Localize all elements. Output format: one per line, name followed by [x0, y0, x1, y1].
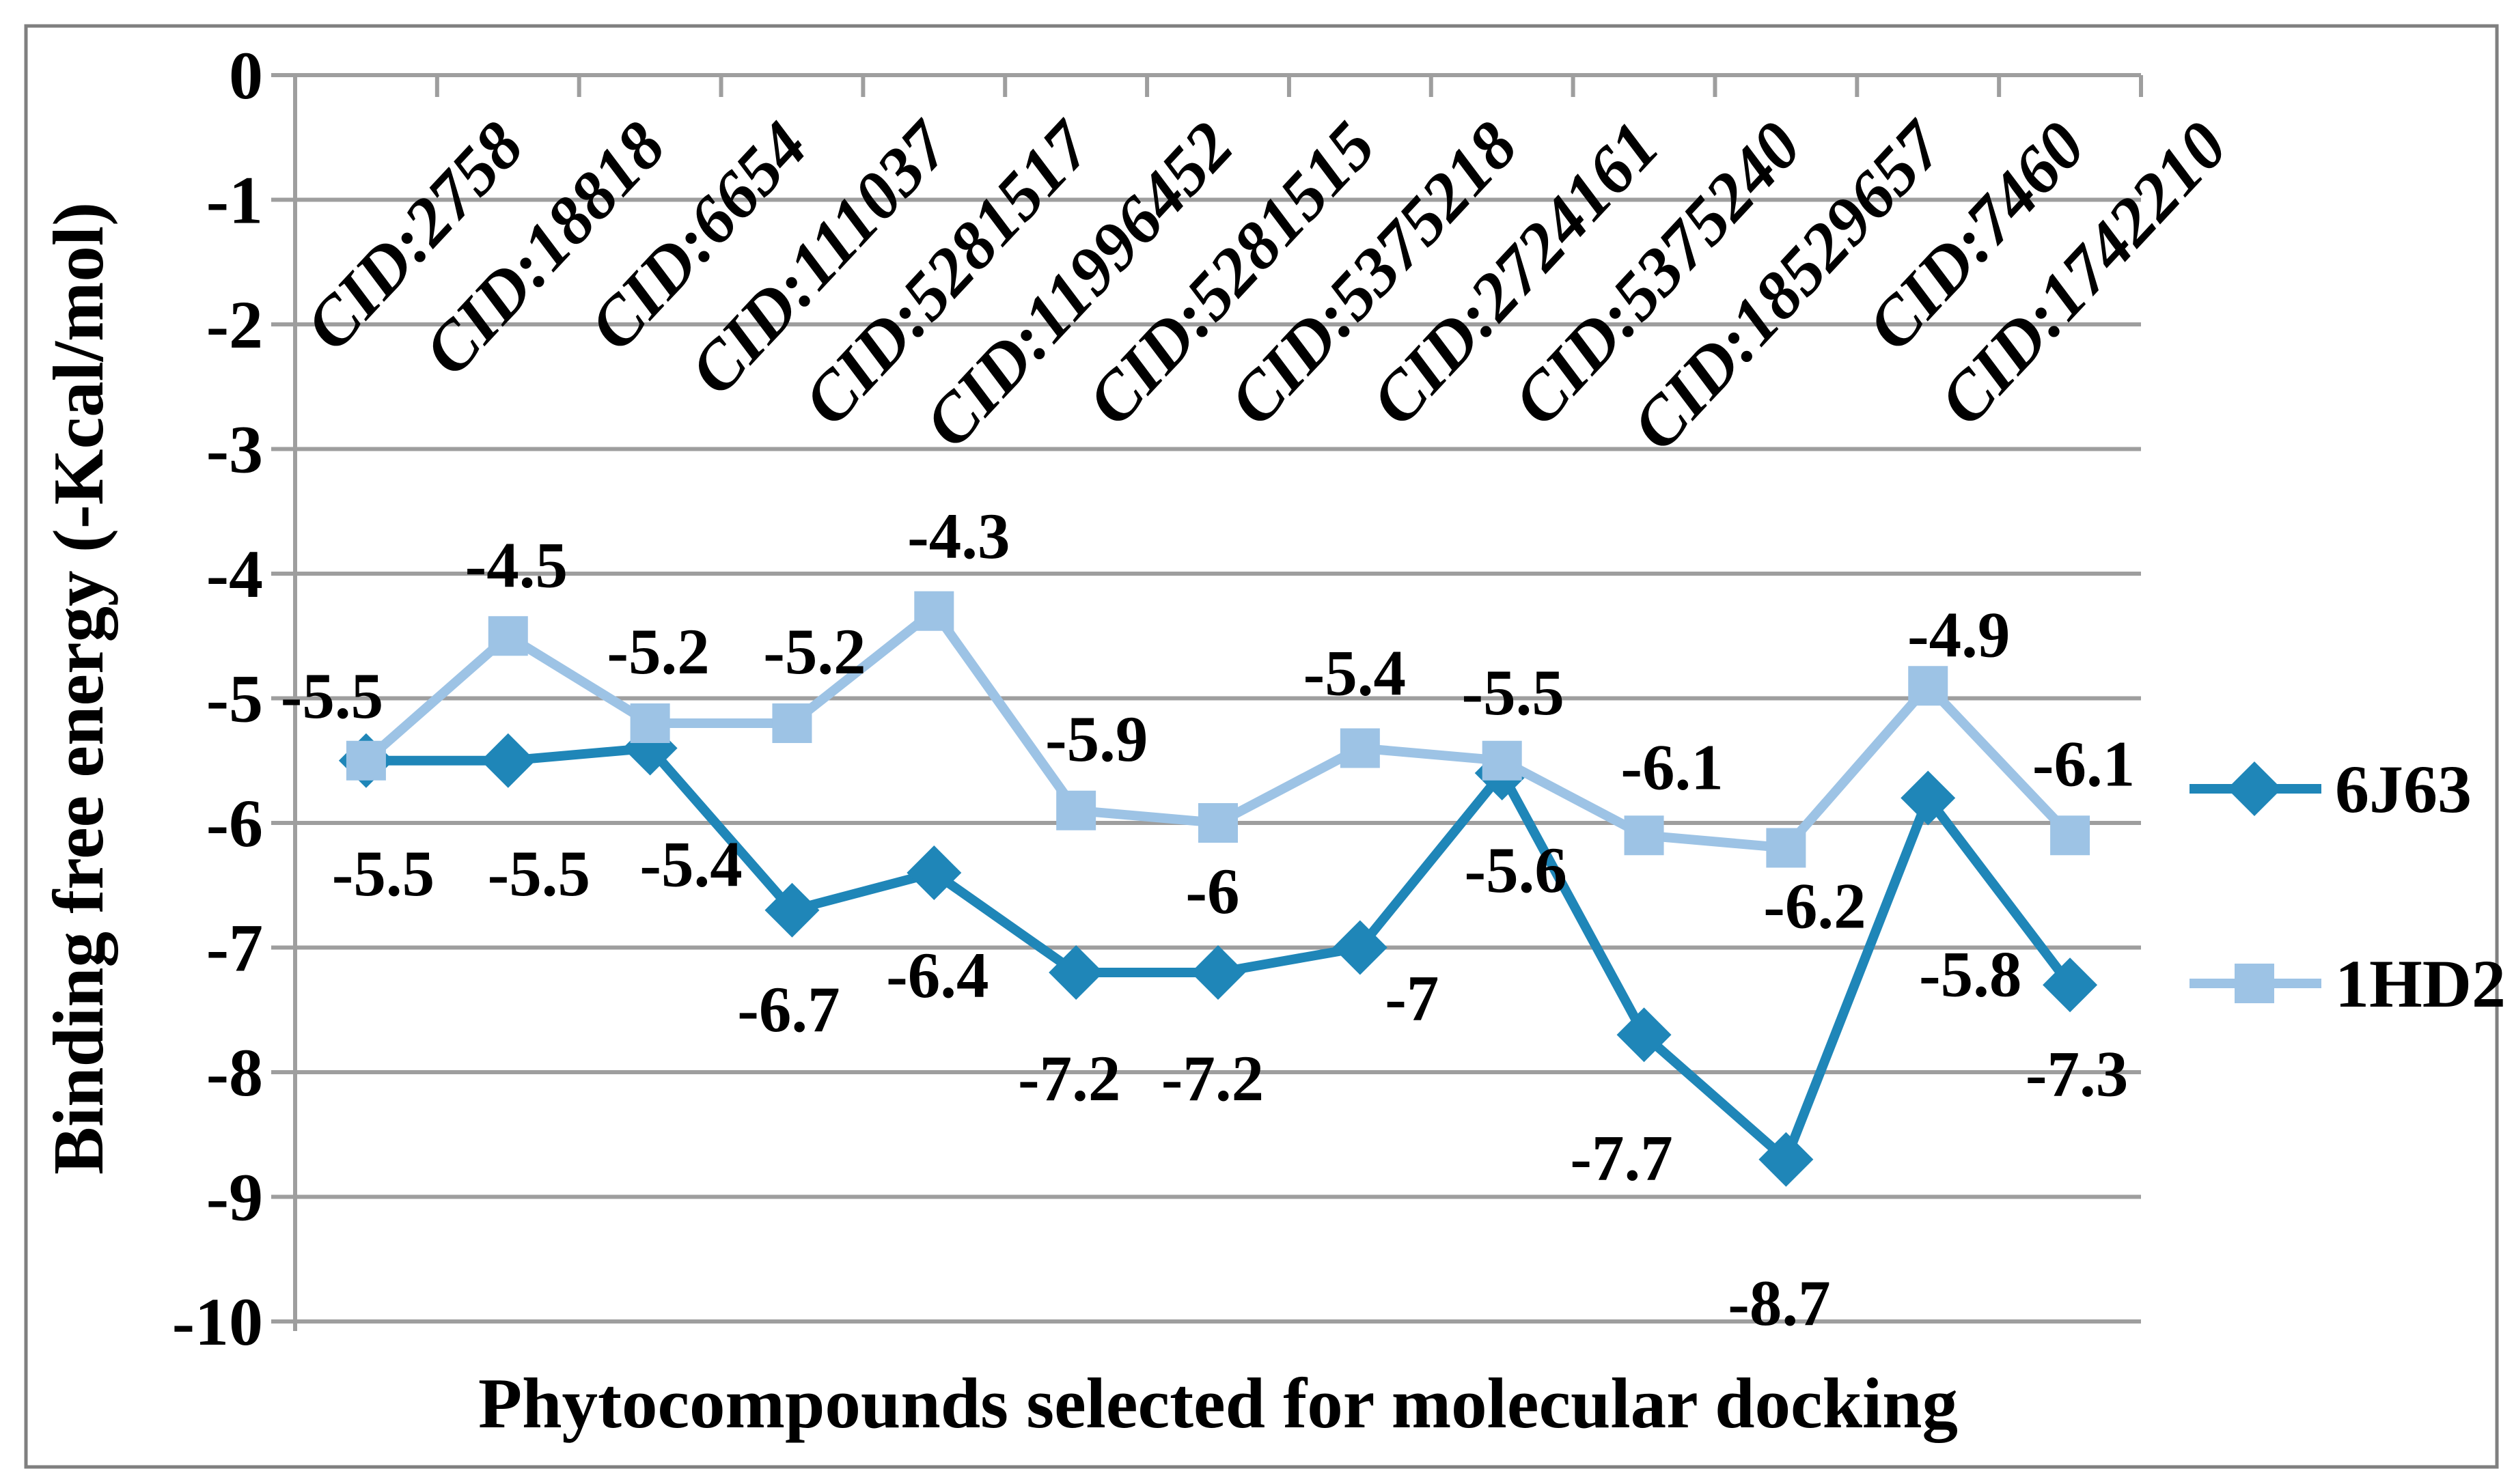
data-labels-6J63: -5.5 -5.5 -5.4 -6.7 -6.4 -7.2 -7.2 -7 -5.6 -7.7 -8…: [332, 828, 2129, 1339]
data-label: -7.2: [1018, 1042, 1120, 1115]
legend-square-marker: [2235, 964, 2274, 1003]
legend-item-6J63: 6J63: [2190, 751, 2472, 827]
legend-label: 1HD2: [2335, 946, 2506, 1022]
legend-item-1HD2: 1HD2: [2190, 946, 2506, 1022]
y-tick-label: -3: [206, 412, 263, 488]
x-axis-ticks: [293, 75, 2143, 97]
square-marker: [1056, 790, 1096, 830]
diamond-marker: [764, 882, 820, 938]
series-1HD2: [346, 591, 2090, 868]
diamond-marker: [1616, 1007, 1672, 1063]
data-label: -6.2: [1763, 870, 1866, 942]
data-label: -5.5: [1461, 656, 1564, 729]
data-label: -5.4: [639, 828, 742, 901]
legend-diamond-marker: [2227, 761, 2282, 816]
y-axis-title: Binding free energy (-Kcal/mol): [38, 202, 118, 1175]
square-marker: [630, 703, 670, 743]
y-tick-label: -7: [206, 910, 263, 986]
diamond-marker: [480, 733, 536, 788]
data-label: -7.2: [1161, 1042, 1264, 1115]
data-label: -5.5: [281, 660, 383, 732]
square-marker: [346, 740, 386, 781]
y-tick-label: -9: [206, 1160, 263, 1235]
data-label: -7.7: [1570, 1121, 1672, 1194]
y-tick-label: 0: [229, 38, 263, 113]
diamond-marker: [1049, 945, 1104, 1000]
square-marker: [914, 591, 954, 631]
y-axis-tick-labels: 0 -1 -2 -3 -4 -5 -6 -7 -8 -9 -10: [172, 38, 263, 1360]
data-label: -8.7: [1728, 1267, 1830, 1339]
data-label: -5.9: [1045, 703, 1148, 775]
legend-label: 6J63: [2335, 751, 2472, 827]
data-label: -4.9: [1907, 598, 2010, 671]
diamond-marker: [1332, 920, 1387, 975]
square-marker: [488, 616, 528, 656]
data-labels-1HD2: -5.5 -4.5 -5.2 -5.2 -4.3 -5.9 -6 -5.4 -5.5 -6.1 -6…: [281, 500, 2136, 942]
diamond-marker: [1191, 945, 1245, 1000]
x-axis-title: Phytocompounds selected for molecular do…: [478, 1363, 1958, 1443]
data-label: -4.3: [907, 500, 1010, 572]
data-label: -6.1: [2032, 727, 2135, 800]
data-label: -6: [1185, 855, 1239, 927]
data-label: -5.5: [488, 837, 590, 910]
data-label: -6.4: [886, 939, 989, 1011]
gridlines: [271, 73, 2141, 1324]
data-label: -5.8: [1919, 938, 2021, 1011]
data-label: -5.2: [763, 615, 866, 688]
data-label: -5.5: [332, 837, 434, 910]
square-marker: [1908, 666, 1948, 706]
y-tick-label: -6: [206, 785, 263, 861]
square-marker: [1340, 728, 1380, 768]
diamond-marker: [1758, 1132, 1814, 1187]
data-label: -5.6: [1464, 834, 1566, 906]
data-label: -7: [1385, 962, 1439, 1035]
data-label: -6.7: [737, 973, 840, 1046]
y-tick-label: -4: [206, 536, 263, 612]
square-marker: [1624, 815, 1664, 856]
square-marker: [772, 703, 812, 743]
square-marker: [2050, 815, 2090, 856]
y-tick-label: -5: [206, 661, 263, 737]
data-label: -5.4: [1303, 637, 1406, 710]
legend: 6J63 1HD2: [2190, 751, 2506, 1022]
diamond-marker: [907, 845, 962, 900]
diamond-marker: [2043, 957, 2098, 1013]
y-tick-label: -1: [206, 163, 263, 238]
square-marker: [1766, 828, 1806, 868]
square-marker: [1198, 803, 1238, 843]
square-marker: [1482, 740, 1522, 781]
y-tick-label: -8: [206, 1035, 263, 1110]
data-label: -6.1: [1620, 731, 1723, 803]
diamond-marker: [1901, 770, 1956, 826]
data-label: -4.5: [465, 529, 568, 601]
data-label: -7.3: [2026, 1037, 2128, 1110]
y-tick-label: -2: [206, 287, 263, 363]
data-label: -5.2: [607, 615, 709, 688]
figure-border: [24, 24, 2499, 1469]
y-tick-label: -10: [172, 1284, 263, 1360]
